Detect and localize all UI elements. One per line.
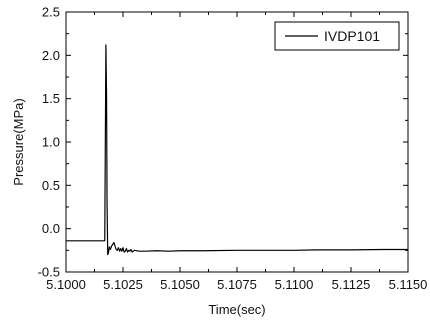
legend-label-ivdp101: IVDP101 <box>324 28 380 44</box>
x-axis-label: Time(sec) <box>208 302 265 317</box>
x-tick-label: 5.1150 <box>389 277 428 292</box>
series-group <box>66 44 408 256</box>
y-tick-label: 1.5 <box>42 91 60 106</box>
x-tick-label: 5.1000 <box>46 277 86 292</box>
y-axis-label: Pressure(MPa) <box>11 98 26 185</box>
y-tick-label: 2.0 <box>42 48 60 63</box>
plot-frame <box>65 11 409 273</box>
y-tick-label: 0.5 <box>42 178 60 193</box>
x-tick-label: 5.1075 <box>217 277 257 292</box>
y-tick-label: 1.0 <box>42 135 60 150</box>
series-line-ivdp101 <box>66 44 408 256</box>
legend: IVDP101 <box>274 21 400 51</box>
x-tick-label: 5.1125 <box>332 277 371 292</box>
x-tick-label: 5.1100 <box>275 277 314 292</box>
y-tick-label: 0.0 <box>42 221 60 236</box>
axis-ticks: 5.1000 5.1025 5.1050 5.1075 5.1100 5.1125 5.11… <box>38 5 428 293</box>
y-tick-label: -0.5 <box>38 265 60 280</box>
x-tick-label: 5.1025 <box>103 277 143 292</box>
y-tick-label: 2.5 <box>42 5 60 20</box>
x-tick-label: 5.1050 <box>160 277 200 292</box>
